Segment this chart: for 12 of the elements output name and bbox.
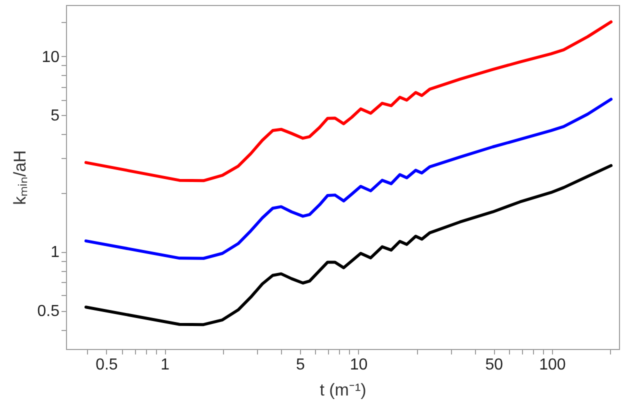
y-tick-label: 10 [42,48,60,66]
y-tick-label: 1 [50,244,60,262]
x-tick-label: 1 [160,356,170,374]
x-tick-label: 100 [539,356,566,374]
x-tick-label: 0.5 [96,356,118,374]
y-tick-label: 0.5 [37,303,60,320]
y-tick-label: 5 [50,108,60,125]
x-axis-title: t (m⁻¹) [320,380,366,400]
y-axis-title: kₘᵢₙ/aH [10,150,30,205]
x-tick-label: 50 [485,356,504,374]
x-tick-label: 10 [350,356,368,374]
x-tick-label: 5 [296,356,305,374]
